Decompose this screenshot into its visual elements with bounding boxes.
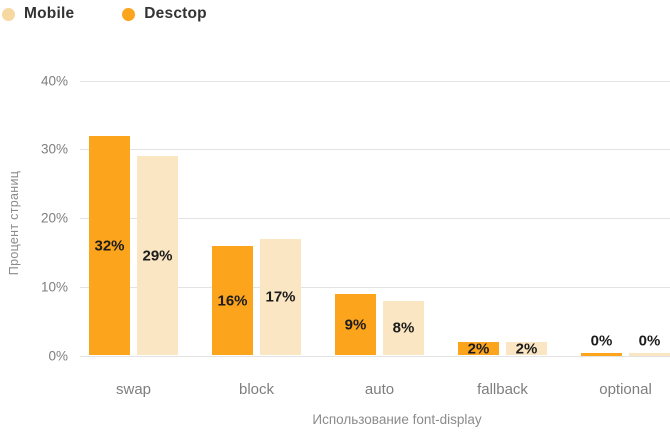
value-label-desctop-optional: 0% — [590, 332, 613, 350]
y-axis-title: Процент страниц — [7, 170, 21, 276]
x-category-label-block: block — [238, 381, 275, 398]
bar-desctop-block — [212, 245, 253, 356]
gridline-10% — [80, 286, 670, 288]
legend-item-desktop: Desctop — [122, 5, 207, 23]
value-label-mobile-block: 17% — [265, 288, 296, 306]
value-label-mobile-swap: 29% — [142, 247, 173, 265]
value-label-mobile-fallback: 2% — [515, 340, 538, 358]
value-label-desctop-fallback: 2% — [467, 340, 490, 358]
x-axis-title: Использование font-display — [312, 412, 482, 427]
gridline-20% — [80, 218, 670, 220]
y-tick-label: 20% — [40, 210, 68, 226]
bar-desctop-fallback — [458, 341, 499, 356]
gridline-30% — [80, 149, 670, 151]
gridline-40% — [80, 80, 670, 82]
legend: Mobile Desctop — [2, 4, 207, 24]
value-label-mobile-auto: 8% — [392, 319, 415, 337]
value-label-mobile-optional: 0% — [638, 332, 661, 350]
desktop-series-dot-icon — [122, 7, 136, 21]
bar-desctop-swap — [89, 135, 130, 356]
legend-label-desktop: Desctop — [144, 5, 207, 22]
bar-mobile-optional — [629, 353, 670, 356]
bar-mobile-block — [260, 238, 301, 356]
legend-label-mobile: Mobile — [24, 5, 75, 22]
bar-mobile-fallback — [506, 341, 547, 356]
legend-item-mobile: Mobile — [2, 5, 74, 23]
bar-mobile-swap — [137, 156, 178, 356]
y-tick-label: 40% — [40, 73, 68, 89]
x-category-label-auto: auto — [364, 381, 395, 398]
mobile-series-dot-icon — [2, 7, 15, 21]
value-label-desctop-block: 16% — [217, 292, 248, 310]
x-category-label-optional: optional — [599, 381, 652, 398]
y-tick-label: 0% — [48, 348, 68, 363]
value-label-desctop-auto: 9% — [344, 316, 367, 334]
y-tick-label: 10% — [40, 279, 68, 295]
y-tick-label: 30% — [40, 141, 68, 157]
x-category-label-swap: swap — [115, 381, 152, 398]
bar-mobile-auto — [383, 300, 424, 356]
bar-desctop-optional — [581, 353, 622, 356]
bar-desctop-auto — [335, 293, 376, 356]
x-category-label-fallback: fallback — [477, 381, 528, 398]
gridline-0% — [80, 355, 670, 357]
value-label-desctop-swap: 32% — [94, 237, 125, 255]
